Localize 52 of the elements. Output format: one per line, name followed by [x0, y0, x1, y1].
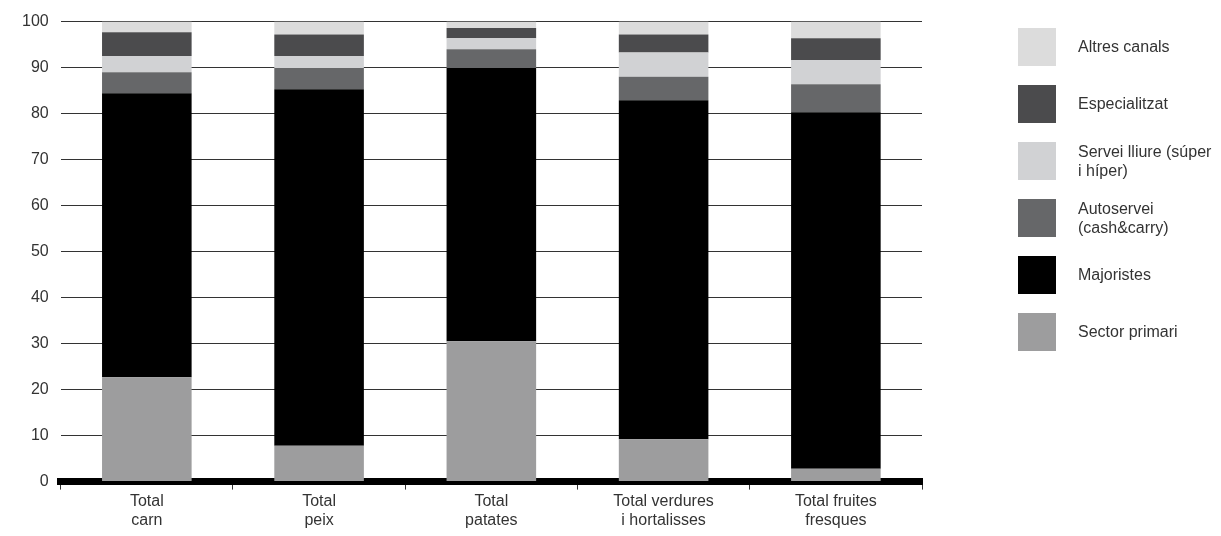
y-tick-label: 20 — [30, 380, 49, 398]
bar — [102, 56, 192, 73]
bar — [102, 377, 192, 482]
y-tick-label: 60 — [30, 196, 49, 214]
bar — [791, 21, 881, 39]
bar — [102, 72, 192, 94]
y-tick-label: 0 — [39, 472, 49, 490]
y-tick-label: 10 — [30, 426, 49, 444]
x-tick-label: Total fruites fresques — [794, 491, 877, 528]
bar — [102, 21, 192, 33]
y-tick-label: 100 — [21, 12, 49, 30]
bar — [618, 21, 709, 35]
x-tick-label: Total patates — [465, 491, 518, 528]
bar — [274, 21, 364, 35]
bar — [618, 52, 709, 77]
bar — [102, 93, 192, 378]
y-tick-label: 40 — [30, 288, 49, 306]
bar — [791, 84, 881, 113]
y-tick-label: 80 — [30, 104, 49, 122]
bar — [274, 445, 364, 482]
bar — [446, 341, 537, 482]
bar — [102, 32, 192, 57]
bar — [274, 34, 364, 57]
bar — [446, 28, 537, 39]
bar — [791, 38, 881, 61]
x-tick-label: Total verdures i hortalisses — [613, 491, 714, 528]
bar — [274, 68, 364, 90]
y-tick-label: 70 — [30, 150, 49, 168]
bar — [446, 68, 537, 342]
x-tick-label: Total carn — [129, 491, 164, 528]
bar — [618, 34, 709, 53]
bar — [274, 56, 364, 69]
bar — [791, 112, 881, 469]
y-tick-label: 50 — [30, 242, 49, 260]
bar — [618, 76, 709, 101]
bar — [446, 38, 537, 50]
y-tick-label: 30 — [30, 334, 49, 352]
y-tick-label: 90 — [30, 58, 49, 76]
bar — [618, 439, 709, 482]
legend-label: Autoservei (cash&carry) — [1078, 198, 1170, 237]
bar — [618, 100, 709, 440]
x-tick-label: Total peix — [302, 491, 336, 528]
legend-label: Sector primari — [1078, 322, 1179, 341]
bar — [446, 21, 537, 29]
bar — [446, 49, 537, 69]
legend-label: Altres canals — [1078, 37, 1171, 56]
legend-label: Especialitzat — [1078, 94, 1169, 113]
bar — [274, 89, 364, 446]
legend-label: Servei lliure (súper i híper) — [1078, 141, 1213, 180]
bar — [791, 468, 881, 482]
legend-label: Majoristes — [1078, 265, 1152, 284]
bar — [791, 60, 881, 85]
